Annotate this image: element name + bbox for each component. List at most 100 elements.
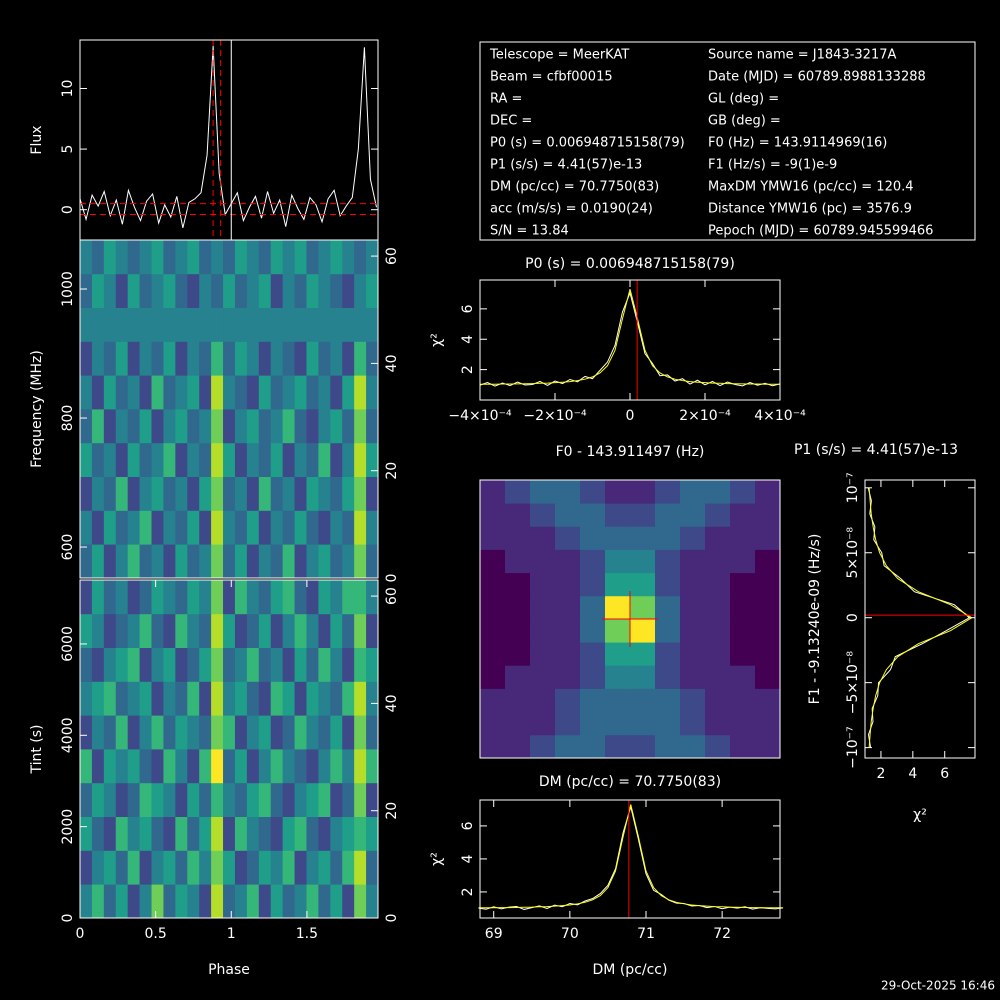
heatmap-cell: [139, 476, 152, 511]
heatmap-cell: [151, 409, 164, 444]
y-tick-label: 10: [60, 80, 76, 98]
heatmap-cell: [330, 240, 343, 275]
heatmap-cell: [294, 240, 307, 275]
y-tick-label: 10⁻⁷: [845, 472, 861, 503]
heatmap-cell: [342, 240, 355, 275]
heatmap-cell: [480, 549, 506, 574]
info-entry: RA =: [490, 92, 522, 107]
heatmap-cell: [91, 409, 105, 444]
heatmap-cell: [530, 572, 556, 597]
heatmap-cell: [151, 681, 164, 716]
heatmap-cell: [187, 749, 200, 784]
heatmap-cell: [306, 273, 319, 308]
y-tick-label: 5: [60, 145, 76, 154]
data-line: [868, 487, 973, 748]
heatmap-cell: [330, 850, 343, 885]
heatmap-cell: [103, 307, 117, 342]
heatmap-cell: [342, 749, 355, 784]
heatmap-cell: [330, 307, 343, 342]
heatmap-cell: [555, 642, 581, 666]
heatmap-cell: [139, 442, 152, 477]
heatmap-cell: [354, 442, 367, 477]
heatmap-cell: [366, 409, 379, 444]
heatmap-cell: [655, 711, 681, 736]
heatmap-cell: [342, 375, 355, 410]
heatmap-cell: [258, 715, 272, 750]
heatmap-cell: [258, 240, 272, 275]
heatmap-cell: [294, 647, 307, 682]
y-axis-label: F1 - -9.13240e-09 (Hz/s): [807, 534, 823, 705]
heatmap-cell: [294, 749, 307, 784]
heatmap-cell: [91, 647, 105, 682]
heatmap-cell: [163, 409, 176, 444]
heatmap-cell: [342, 409, 355, 444]
heatmap-cell: [655, 665, 681, 689]
heatmap-cell: [530, 688, 556, 713]
heatmap-cell: [211, 544, 224, 579]
heatmap-cell: [505, 665, 531, 689]
heatmap-cell: [580, 642, 606, 666]
heatmap-cell: [91, 749, 105, 784]
heatmap-cell: [680, 572, 706, 597]
heatmap-cell: [270, 510, 284, 545]
heatmap-cell: [91, 884, 105, 919]
heatmap-cell: [282, 510, 295, 545]
heatmap-cell: [270, 715, 284, 750]
heatmap-cell: [294, 782, 307, 817]
heatmap-cell: [480, 711, 506, 736]
heatmap-cell: [151, 647, 164, 682]
heatmap-cell: [354, 782, 367, 817]
heatmap-cell: [306, 647, 319, 682]
heatmap-cell: [555, 734, 581, 759]
heatmap-cell: [630, 549, 656, 574]
y-tick-label: 6: [460, 821, 476, 830]
heatmap-cell: [306, 442, 319, 477]
heatmap-cell: [354, 850, 367, 885]
heatmap-cell: [103, 341, 117, 376]
heatmap-cell: [127, 510, 140, 545]
heatmap-cell: [480, 595, 506, 620]
heatmap-cell: [139, 375, 152, 410]
heatmap-cell: [580, 503, 606, 527]
heatmap-cell: [294, 409, 307, 444]
heatmap-cell: [342, 544, 355, 579]
heatmap-cell: [270, 307, 284, 342]
heatmap-cell: [655, 642, 681, 666]
heatmap-cell: [246, 442, 260, 477]
heatmap-cell: [91, 442, 105, 477]
heatmap-cell: [306, 580, 319, 615]
y-tick-label: −10⁻⁷: [845, 726, 861, 769]
heatmap-cell: [366, 715, 379, 750]
heatmap-cell: [294, 375, 307, 410]
heatmap-cell: [199, 307, 212, 342]
heatmap-cell: [258, 580, 272, 615]
y-tick-label: 0: [845, 613, 861, 622]
heatmap-cell: [366, 240, 379, 275]
heatmap-cell: [366, 476, 379, 511]
heatmap-cell: [630, 572, 656, 597]
x-tick-label: 1: [227, 926, 236, 942]
heatmap-cell: [354, 715, 367, 750]
heatmap-cell: [318, 476, 331, 511]
info-entry: DEC =: [490, 114, 532, 129]
heatmap-cell: [354, 544, 367, 579]
heatmap-cell: [580, 572, 606, 597]
heatmap-cell: [705, 642, 731, 666]
heatmap-cell: [755, 688, 781, 713]
heatmap-cell: [306, 715, 319, 750]
heatmap-cell: [103, 375, 117, 410]
heatmap-cell: [530, 503, 556, 527]
heatmap-cell: [480, 734, 506, 759]
timestamp: 29-Oct-2025 16:46: [881, 979, 995, 993]
heatmap-cell: [282, 409, 295, 444]
heatmap-cell: [223, 307, 236, 342]
heatmap-cell: [366, 273, 379, 308]
heatmap-cell: [318, 647, 331, 682]
heatmap-cell: [175, 850, 188, 885]
heatmap-cell: [680, 526, 706, 550]
heatmap-cell: [211, 476, 224, 511]
heatmap-cell: [318, 681, 331, 716]
x-tick-label: 4: [908, 766, 917, 782]
heatmap-cell: [211, 442, 224, 477]
heatmap-cell: [80, 409, 93, 444]
